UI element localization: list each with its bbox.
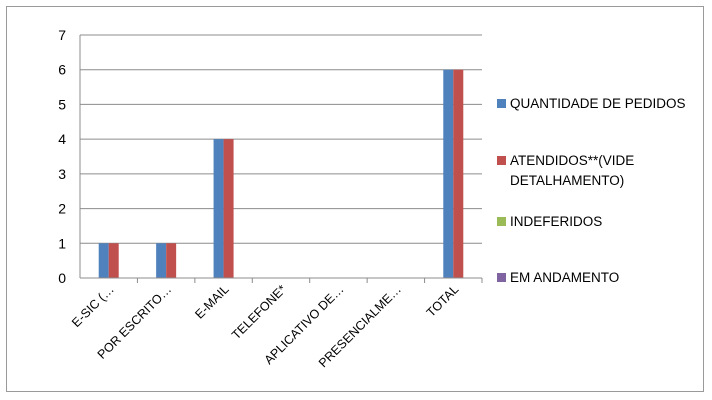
y-tick-label: 0	[58, 270, 66, 286]
legend: QUANTIDADE DE PEDIDOS ATENDIDOS**(VIDE DET…	[497, 96, 686, 285]
legend-swatch	[497, 156, 506, 165]
bar	[166, 243, 177, 278]
legend-swatch	[497, 273, 506, 282]
y-tick-label: 7	[58, 27, 66, 43]
bar	[213, 139, 224, 278]
legend-label: QUANTIDADE DE PEDIDOS	[510, 96, 686, 111]
bar	[156, 243, 167, 278]
y-tick-label: 3	[58, 166, 66, 182]
legend-label: ATENDIDOS**(VIDE	[510, 153, 634, 168]
y-axis: 0 1 2 3 4 5 6 7	[58, 27, 81, 286]
legend-swatch	[497, 217, 506, 226]
legend-label: DETALHAMENTO)	[510, 173, 624, 188]
x-tick-label: E-SIC (…	[69, 282, 117, 330]
legend-label: EM ANDAMENTO	[510, 270, 619, 285]
chart-frame	[6, 6, 704, 392]
y-tick-label: 2	[58, 201, 66, 217]
y-tick-label: 5	[58, 96, 66, 112]
x-tick-label: TOTAL	[424, 282, 462, 320]
x-tick-label: E-MAIL	[192, 282, 231, 321]
bar	[453, 69, 464, 278]
bar	[443, 69, 454, 278]
y-tick-label: 1	[58, 235, 66, 251]
x-tick-label: TELEFONE*	[229, 282, 289, 342]
y-tick-label: 4	[58, 131, 66, 147]
legend-swatch	[497, 99, 506, 108]
legend-label: INDEFERIDOS	[510, 214, 602, 229]
bar	[98, 243, 109, 278]
bar	[223, 139, 234, 278]
bars	[98, 69, 464, 278]
bar	[108, 243, 119, 278]
y-tick-label: 6	[58, 62, 66, 78]
gridlines	[80, 34, 482, 279]
x-axis: E-SIC (…POR ESCRITO… E-MAILTELEFONE*APLIC…	[69, 277, 483, 370]
